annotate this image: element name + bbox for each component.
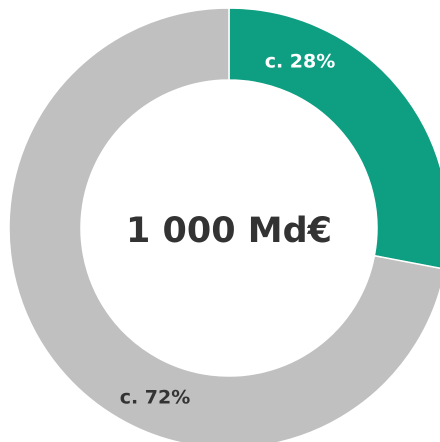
- data-label: c. 28%: [265, 51, 336, 73]
- slice: [8, 7, 440, 442]
- slice: [228, 7, 440, 270]
- slices: [8, 7, 440, 442]
- center-label: 1 000 Md€: [126, 211, 332, 251]
- data-label: c. 72%: [120, 387, 191, 409]
